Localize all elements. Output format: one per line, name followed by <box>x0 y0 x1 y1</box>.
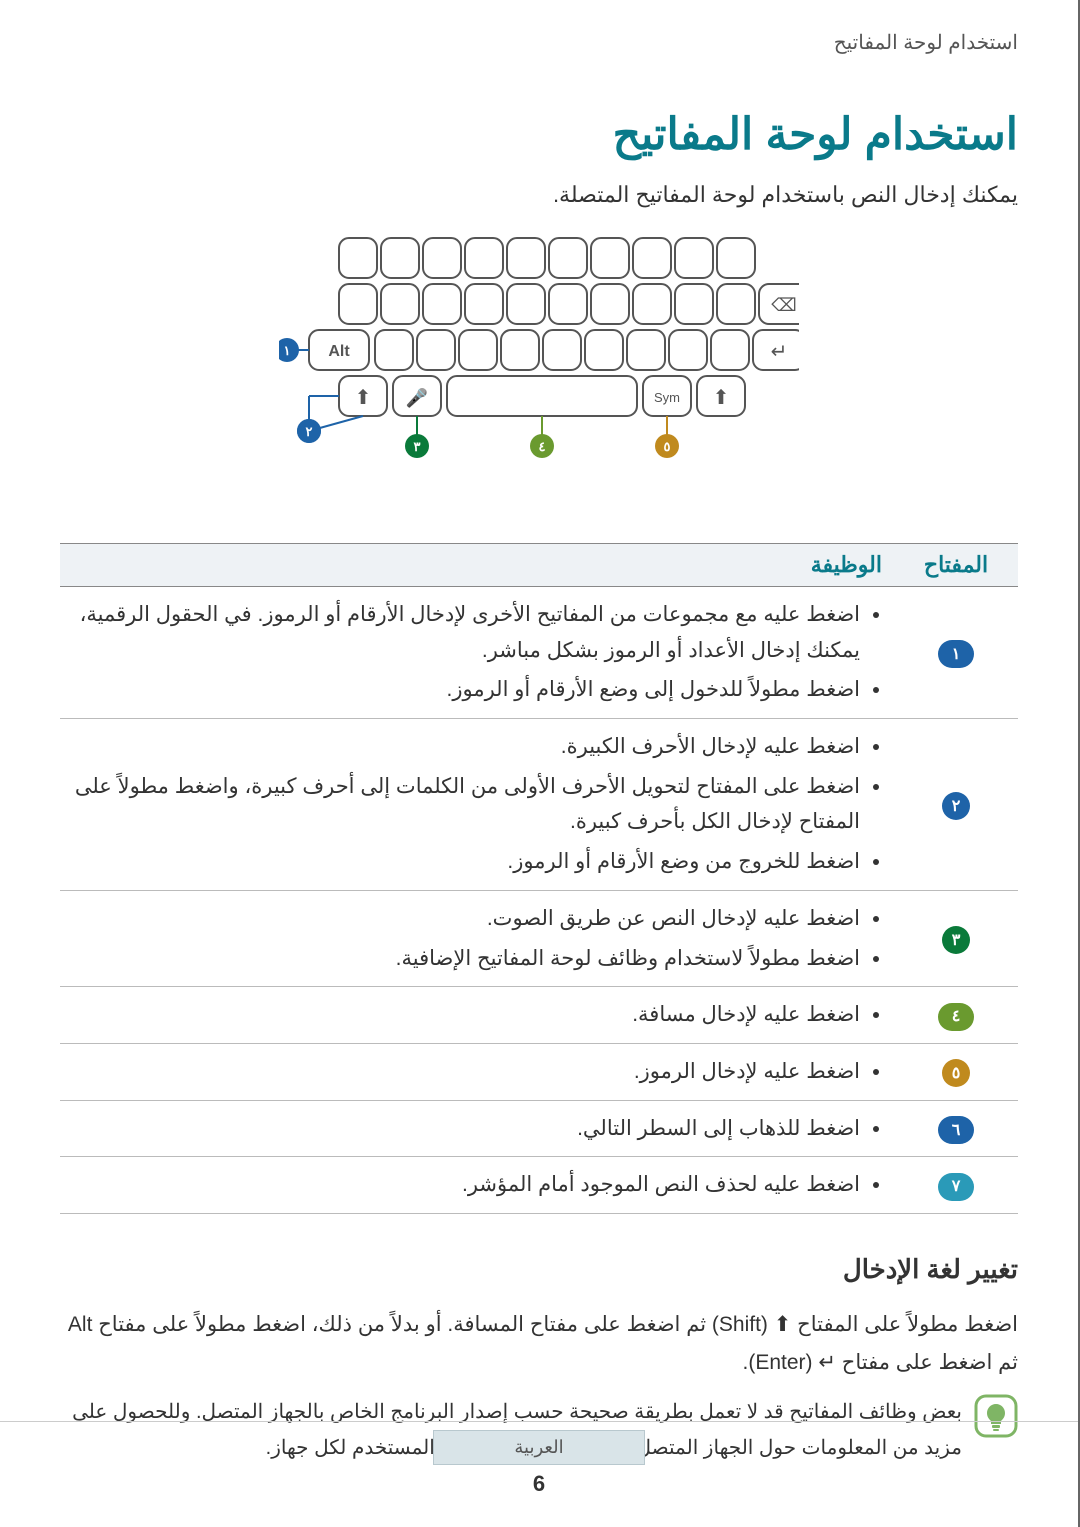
table-row: ٢اضغط عليه لإدخال الأحرف الكبيرة.اضغط عل… <box>60 719 1018 891</box>
function-item: اضغط على المفتاح لتحويل الأحرف الأولى من… <box>70 769 860 840</box>
intro-text: يمكنك إدخال النص باستخدام لوحة المفاتيح … <box>60 182 1018 208</box>
key-cell: ٥ <box>894 1043 1018 1100</box>
sub-heading: تغيير لغة الإدخال <box>60 1254 1018 1285</box>
svg-text:⌫: ⌫ <box>771 295 796 315</box>
breadcrumb: استخدام لوحة المفاتيح <box>60 30 1018 59</box>
function-cell: اضغط عليه لإدخال الأحرف الكبيرة. اضغط على… <box>60 719 894 891</box>
function-cell: اضغط عليه لإدخال مسافة. <box>60 987 894 1044</box>
svg-text:١: ١ <box>284 343 291 358</box>
page-title: استخدام لوحة المفاتيح <box>60 109 1018 160</box>
function-item: اضغط عليه لحذف النص الموجود أمام المؤشر. <box>70 1167 860 1203</box>
function-item: اضغط للذهاب إلى السطر التالي. <box>70 1111 860 1147</box>
footer-lang: العربية <box>433 1430 644 1465</box>
table-row: ٣اضغط عليه لإدخال النص عن طريق الصوت.اضغ… <box>60 890 1018 986</box>
svg-text:٥: ٥ <box>664 439 671 454</box>
function-cell: اضغط عليه لإدخال النص عن طريق الصوت. اضغط… <box>60 890 894 986</box>
key-badge: ٦ <box>938 1116 974 1144</box>
page-footer: العربية 6 <box>0 1421 1078 1497</box>
function-item: اضغط مطولاً للدخول إلى وضع الأرقام أو ال… <box>70 672 860 708</box>
keyboard-diagram: ⌫Alt↵⬆🎤Sym⬆٧٦١٢٢٣٤٥ <box>60 228 1018 513</box>
key-badge: ٢ <box>942 792 970 820</box>
function-item: اضغط عليه مع مجموعات من المفاتيح الأخرى … <box>70 597 860 668</box>
function-item: اضغط عليه لإدخال النص عن طريق الصوت. <box>70 901 860 937</box>
svg-text:Sym: Sym <box>654 390 680 405</box>
function-cell: اضغط عليه مع مجموعات من المفاتيح الأخرى … <box>60 587 894 719</box>
function-table: المفتاح الوظيفة ١ اضغط عليه مع مجموعات من… <box>60 543 1018 1214</box>
page-number: 6 <box>0 1471 1078 1497</box>
svg-text:٣: ٣ <box>414 439 421 454</box>
key-cell: ٧ <box>894 1157 1018 1214</box>
function-cell: اضغط للذهاب إلى السطر التالي. <box>60 1100 894 1157</box>
key-badge: ٧ <box>938 1173 974 1201</box>
function-cell: اضغط عليه لإدخال الرموز. <box>60 1043 894 1100</box>
table-header-fn: الوظيفة <box>60 544 894 587</box>
svg-text:٤: ٤ <box>539 439 546 454</box>
key-cell: ٣ <box>894 890 1018 986</box>
svg-text:٢: ٢ <box>306 424 313 439</box>
function-item: اضغط مطولاً لاستخدام وظائف لوحة المفاتيح… <box>70 941 860 977</box>
function-item: اضغط عليه لإدخال مسافة. <box>70 997 860 1033</box>
svg-text:🎤: 🎤 <box>406 387 428 408</box>
function-item: اضغط عليه لإدخال الأحرف الكبيرة. <box>70 729 860 765</box>
key-badge: ٣ <box>942 926 970 954</box>
svg-text:⬆: ⬆ <box>355 387 372 409</box>
table-row: ٦ اضغط للذهاب إلى السطر التالي. <box>60 1100 1018 1157</box>
table-header-key: المفتاح <box>894 544 1018 587</box>
key-cell: ٤ <box>894 987 1018 1044</box>
function-cell: اضغط عليه لحذف النص الموجود أمام المؤشر. <box>60 1157 894 1214</box>
key-badge: ٤ <box>938 1003 974 1031</box>
svg-text:⬆: ⬆ <box>713 387 730 409</box>
table-row: ٥ اضغط عليه لإدخال الرموز. <box>60 1043 1018 1100</box>
key-badge: ٥ <box>942 1059 970 1087</box>
svg-text:↵: ↵ <box>771 341 788 363</box>
function-item: اضغط عليه لإدخال الرموز. <box>70 1054 860 1090</box>
svg-text:Alt: Alt <box>328 343 350 360</box>
key-badge: ١ <box>938 640 974 668</box>
function-item: اضغط للخروج من وضع الأرقام أو الرموز. <box>70 844 860 880</box>
table-row: ١ اضغط عليه مع مجموعات من المفاتيح الأخرى… <box>60 587 1018 719</box>
table-row: ٧ اضغط عليه لحذف النص الموجود أمام المؤشر… <box>60 1157 1018 1214</box>
key-cell: ٢ <box>894 719 1018 891</box>
key-cell: ١ <box>894 587 1018 719</box>
table-row: ٤ اضغط عليه لإدخال مسافة. <box>60 987 1018 1044</box>
change-lang-para: اضغط مطولاً على المفتاح ⬆ (Shift) ثم اضغ… <box>60 1306 1018 1382</box>
key-cell: ٦ <box>894 1100 1018 1157</box>
